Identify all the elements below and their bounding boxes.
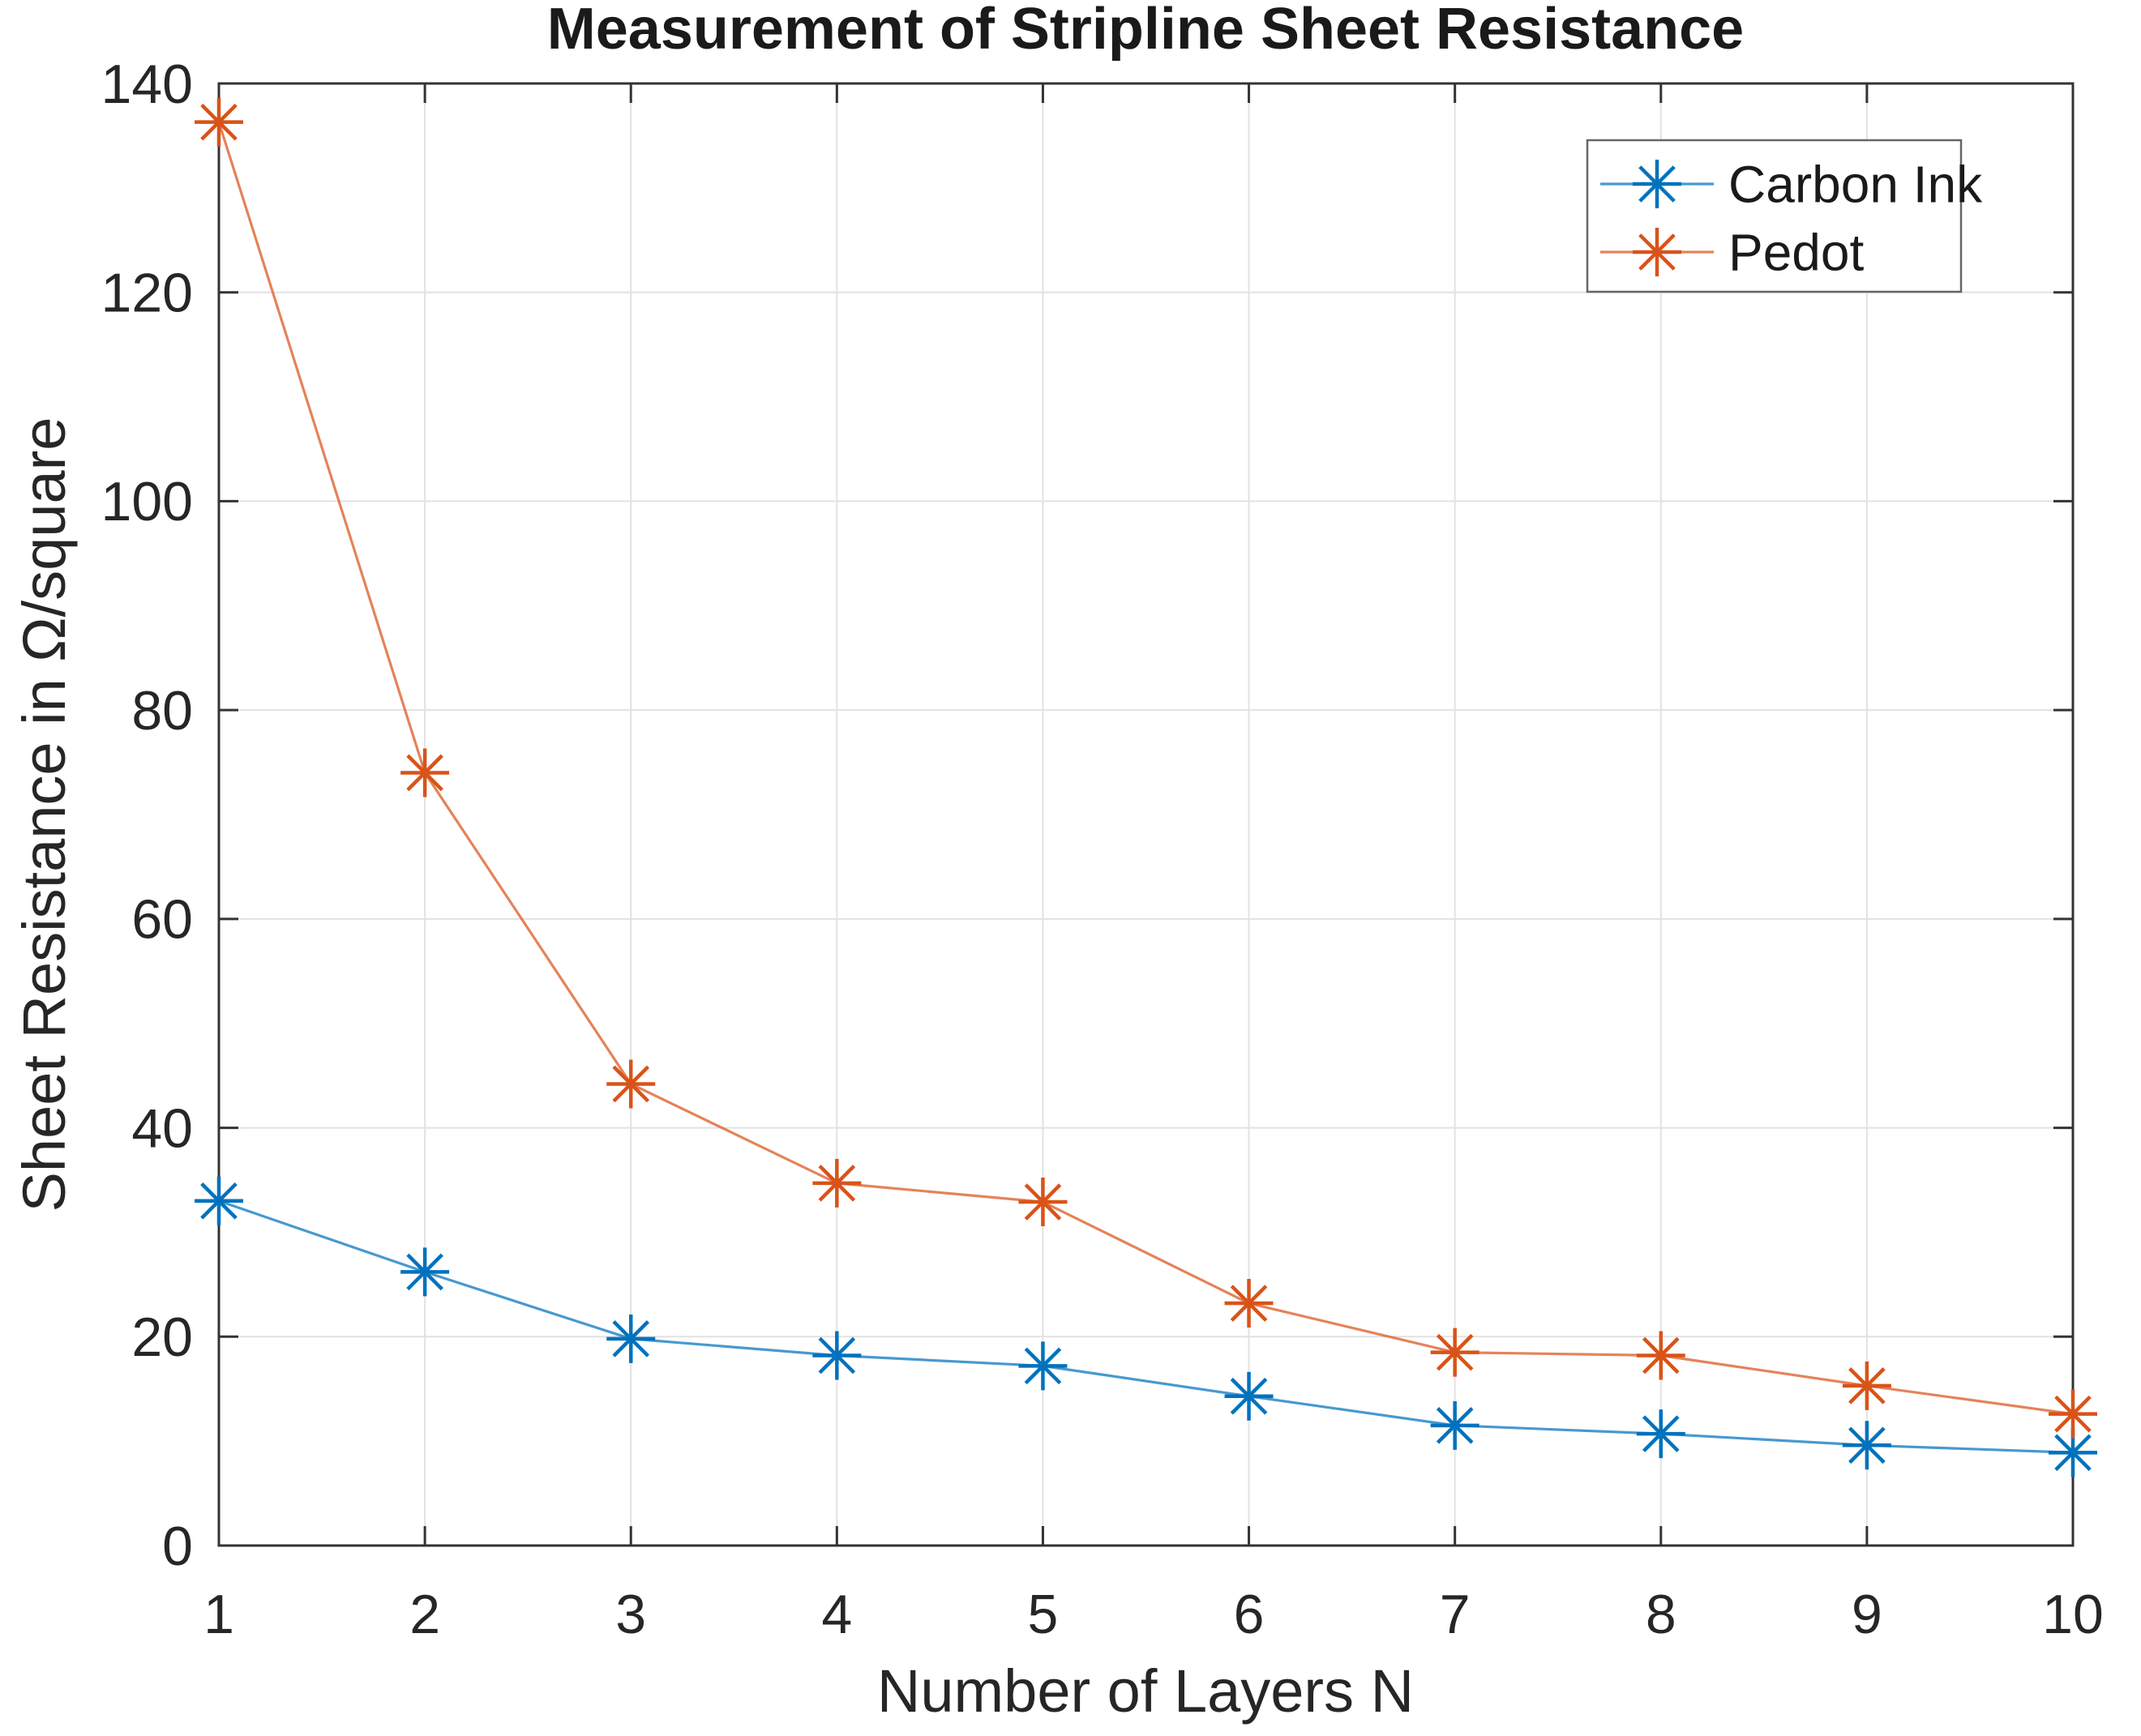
x-tick-label: 4 [821,1584,852,1645]
y-tick-label: 40 [131,1097,193,1159]
x-axis-label: Number of Layers N [877,1657,1414,1725]
data-point-marker [2049,1428,2097,1477]
series-line [217,122,2074,1416]
data-point-marker [1636,1331,1685,1380]
marker-spoke [818,1165,856,1202]
data-point-marker [2049,1389,2097,1439]
data-point-marker [812,1158,862,1208]
marker-spoke [2054,1434,2092,1472]
y-tick-label: 140 [101,53,193,115]
y-tick-label: 20 [131,1306,193,1368]
data-point-marker [1430,1328,1479,1377]
marker-spoke [406,1253,443,1291]
x-tick-label: 6 [1234,1584,1265,1645]
marker-spoke [200,1182,238,1220]
marker-spoke [1638,165,1676,203]
marker-spoke [1230,1377,1268,1415]
data-point-marker [195,97,243,147]
y-axis-label: Sheet Resistance in Ω/square [11,417,78,1212]
marker-spoke [1642,1415,1680,1452]
data-point-marker [606,1059,656,1109]
marker-spoke [1848,1367,1886,1405]
data-point-marker [1224,1371,1274,1421]
legend-marker-sample [1633,228,1681,276]
marker-spoke [2054,1395,2092,1433]
data-point-marker [1636,1409,1685,1459]
y-tick-label: 60 [131,889,193,951]
series-line [218,1199,2074,1454]
data-point-marker [400,748,450,797]
x-tick-label: 1 [203,1584,234,1645]
marker-spoke [1638,233,1676,271]
series-carbon-ink [195,1176,2097,1477]
marker-spoke [406,754,443,792]
y-tick-label: 100 [101,471,193,532]
data-point-marker [1018,1178,1068,1227]
series-pedot [195,97,2097,1439]
marker-spoke [818,1336,856,1375]
data-point-marker [1018,1341,1068,1391]
legend: Carbon Ink Pedot [1586,139,1983,293]
legend-sample-pedot [1600,228,1714,276]
data-point-marker [1842,1421,1891,1470]
y-tick-label: 120 [101,263,193,324]
data-point-marker [1224,1279,1274,1328]
legend-sample-carbon-ink [1600,160,1714,208]
marker-spoke [200,103,238,141]
plot-background [219,83,2073,1546]
marker-spoke [612,1320,650,1358]
x-tick-label: 2 [409,1584,440,1645]
marker-spoke [1436,1333,1474,1371]
x-tick-label: 3 [615,1584,646,1645]
legend-label-carbon-ink: Carbon Ink [1728,155,1983,213]
x-tick-label: 9 [1852,1584,1882,1645]
marker-spoke [1024,1347,1062,1385]
data-point-marker [400,1247,450,1297]
data-point-marker [1842,1361,1891,1410]
data-point-marker [195,1176,243,1225]
x-tick-label: 7 [1440,1584,1471,1645]
legend-box [1586,139,1963,293]
data-point-marker [1430,1400,1479,1450]
x-tick-label: 10 [2042,1584,2104,1645]
legend-marker-sample [1633,160,1681,208]
x-tick-label: 8 [1646,1584,1676,1645]
plot-border [217,82,2075,1547]
marker-spoke [1642,1336,1680,1375]
legend-label-pedot: Pedot [1728,223,1864,281]
y-tick-label: 80 [131,680,193,742]
chart-title: Measurement of Stripline Sheet Resistanc… [547,0,1744,62]
marker-spoke [1230,1285,1268,1322]
marker-spoke [612,1065,650,1103]
marker-spoke [1436,1407,1474,1444]
data-point-marker [606,1314,656,1363]
y-tick-label: 0 [162,1516,193,1577]
marker-spoke [1024,1183,1062,1221]
x-tick-label: 5 [1028,1584,1059,1645]
data-point-marker [812,1331,862,1380]
series-layer [195,97,2097,1477]
marker-spoke [1848,1426,1886,1464]
